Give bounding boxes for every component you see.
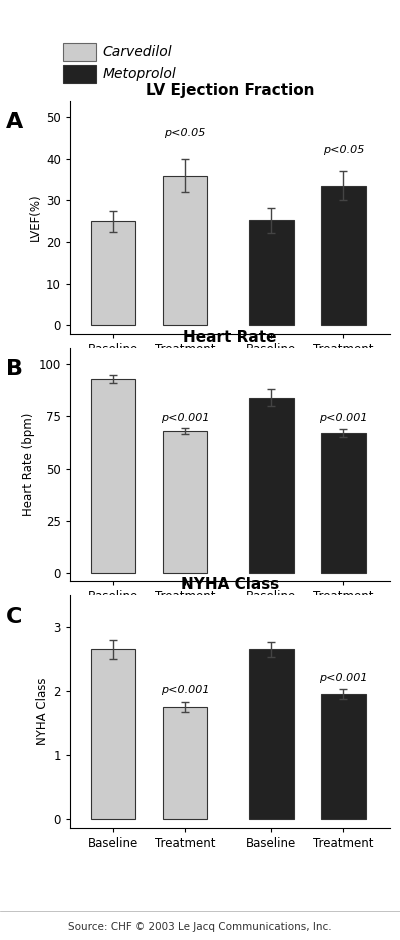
Text: p<0.001: p<0.001 [319, 413, 368, 423]
Title: Heart Rate: Heart Rate [183, 330, 277, 345]
Text: Carvedilol: Carvedilol [103, 45, 172, 58]
Bar [91, 379, 136, 572]
Text: Source: CHF © 2003 Le Jacq Communications, Inc.: Source: CHF © 2003 Le Jacq Communication… [68, 922, 332, 932]
Bar [163, 431, 207, 572]
Text: p<0.05: p<0.05 [164, 128, 206, 138]
Text: A: A [6, 112, 23, 133]
Bar [91, 650, 136, 819]
Bar [249, 398, 294, 572]
Bar [321, 694, 366, 819]
Text: p<0.05: p<0.05 [322, 145, 364, 155]
Text: Medscape®: Medscape® [12, 11, 100, 24]
Text: C: C [6, 606, 22, 627]
Text: Metoprolol: Metoprolol [103, 67, 176, 81]
Text: p<0.001: p<0.001 [161, 413, 209, 423]
Bar [163, 176, 207, 325]
Text: B: B [6, 359, 23, 380]
Bar [63, 42, 96, 60]
Bar [249, 221, 294, 325]
Bar [249, 650, 294, 819]
Title: LV Ejection Fraction: LV Ejection Fraction [146, 83, 314, 98]
Text: www.medscape.com: www.medscape.com [132, 11, 268, 24]
Text: p<0.001: p<0.001 [319, 672, 368, 682]
Bar [163, 707, 207, 819]
Title: NYHA Class: NYHA Class [181, 577, 279, 592]
Bar [91, 221, 136, 325]
Bar [321, 186, 366, 325]
Y-axis label: LVEF(%): LVEF(%) [29, 194, 42, 241]
Bar [321, 433, 366, 572]
Y-axis label: NYHA Class: NYHA Class [36, 678, 49, 745]
Y-axis label: Heart Rate (bpm): Heart Rate (bpm) [22, 413, 34, 516]
Text: p<0.001: p<0.001 [161, 685, 209, 696]
Bar [63, 65, 96, 83]
